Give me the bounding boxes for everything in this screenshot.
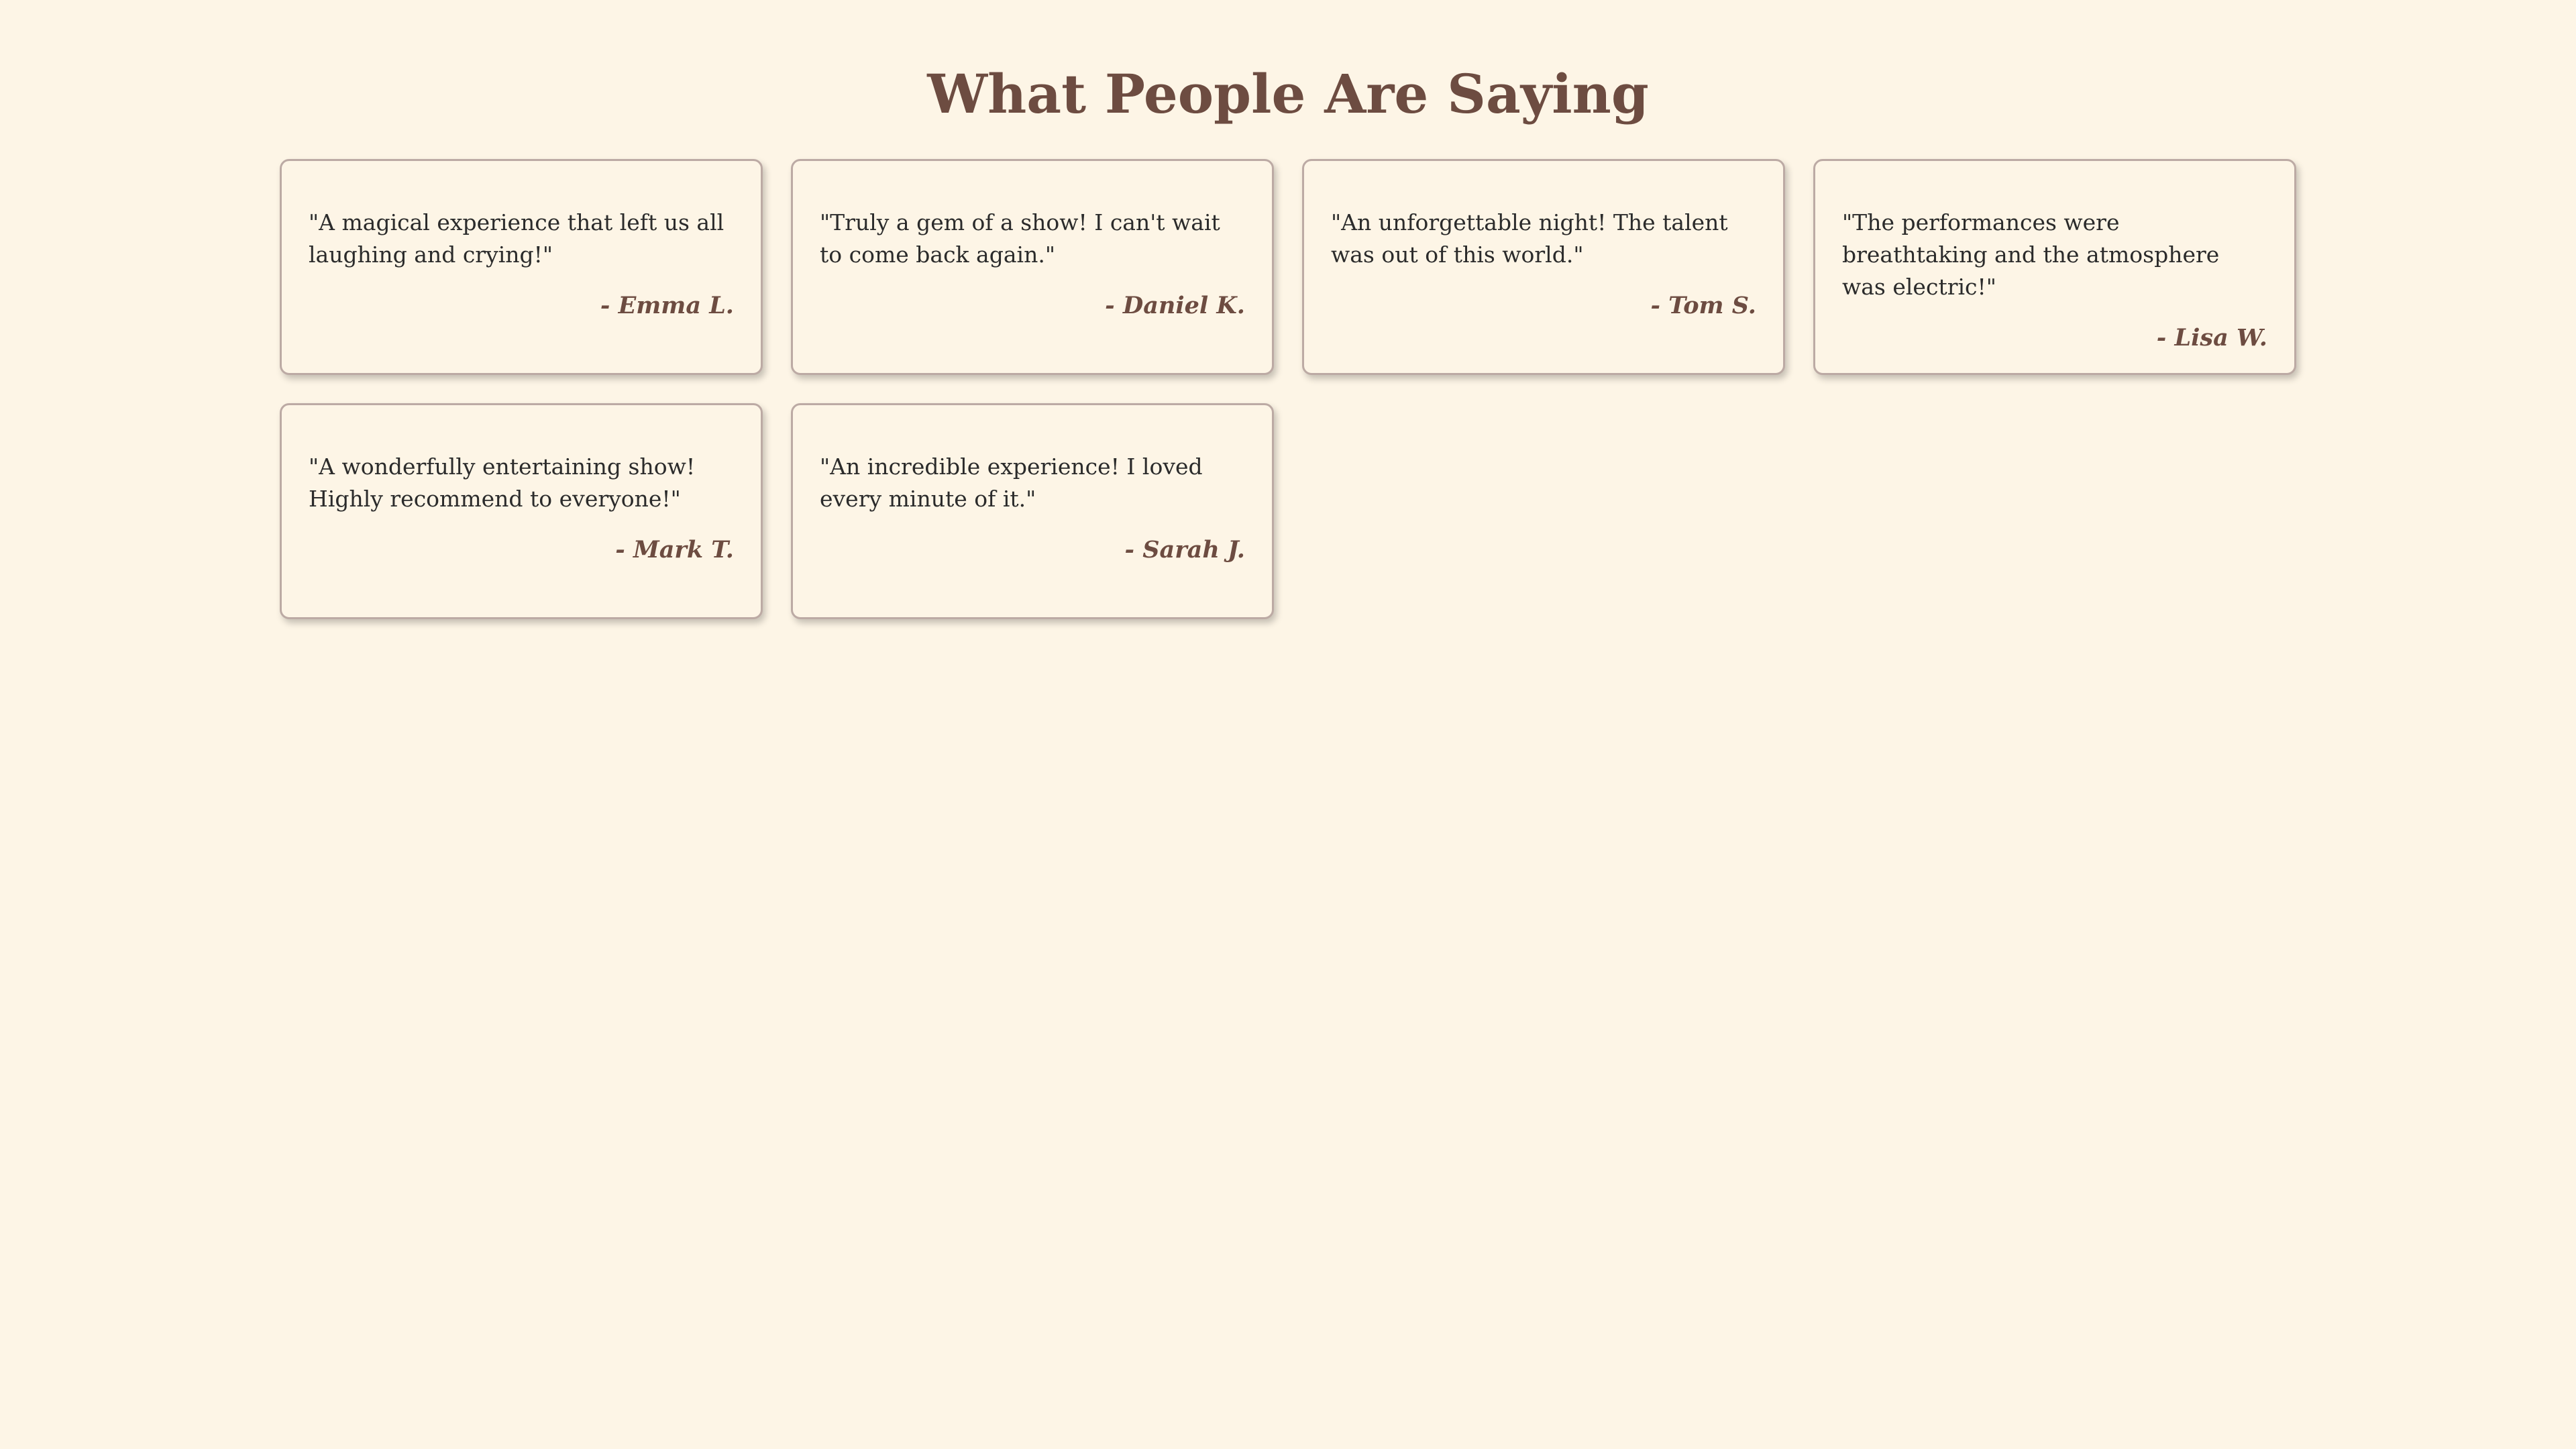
testimonial-author: - Daniel K. — [1105, 292, 1245, 319]
testimonial-author: - Tom S. — [1650, 292, 1756, 319]
testimonial-author: - Emma L. — [600, 292, 734, 319]
testimonial-quote: "The performances were breathtaking and … — [1842, 209, 2220, 300]
testimonials-grid: "A magical experience that left us all l… — [280, 159, 2298, 619]
testimonial-quote: "An unforgettable night! The talent was … — [1331, 209, 1728, 268]
testimonial-quote: "A wonderfully entertaining show! Highly… — [309, 453, 696, 512]
testimonial-card: "A magical experience that left us all l… — [280, 159, 763, 375]
testimonial-author: - Sarah J. — [1124, 536, 1245, 564]
testimonial-card: "An incredible experience! I loved every… — [791, 403, 1274, 619]
testimonial-card: "A wonderfully entertaining show! Highly… — [280, 403, 763, 619]
testimonial-card: "An unforgettable night! The talent was … — [1302, 159, 1785, 375]
testimonial-card: "The performances were breathtaking and … — [1813, 159, 2296, 375]
testimonial-card: "Truly a gem of a show! I can't wait to … — [791, 159, 1274, 375]
page-title: What People Are Saying — [927, 62, 1649, 125]
testimonial-quote: "A magical experience that left us all l… — [309, 209, 724, 268]
testimonial-author: - Mark T. — [615, 536, 734, 564]
testimonial-author: - Lisa W. — [2156, 324, 2267, 352]
testimonial-quote: "An incredible experience! I loved every… — [820, 453, 1203, 512]
testimonial-quote: "Truly a gem of a show! I can't wait to … — [820, 209, 1220, 268]
